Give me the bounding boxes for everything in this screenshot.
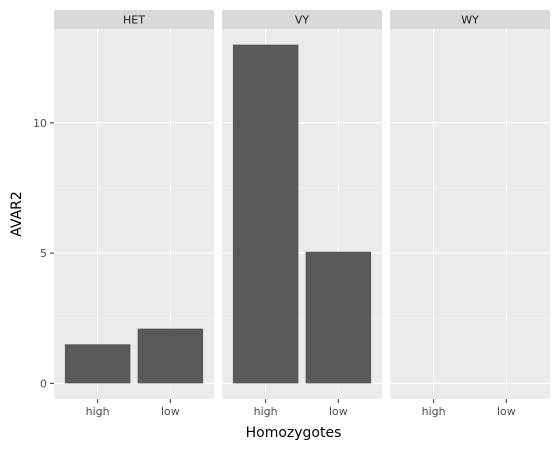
facet-strip-label: VY bbox=[295, 14, 310, 27]
facet-panel-het: HET high low bbox=[54, 10, 214, 418]
bar-het-high bbox=[64, 344, 131, 384]
facet-panel-wy: WY high low bbox=[390, 10, 550, 418]
x-tick-label: high bbox=[254, 405, 278, 418]
panel-background bbox=[390, 29, 550, 399]
bar-het-low bbox=[137, 328, 204, 384]
facet-strip-label: HET bbox=[123, 14, 145, 27]
y-tick-label: 10 bbox=[33, 117, 47, 130]
bar-vy-high bbox=[232, 44, 299, 384]
facet-strip bbox=[54, 10, 214, 29]
facet-strip bbox=[390, 10, 550, 29]
y-tick-label: 0 bbox=[40, 377, 47, 390]
facet-strip bbox=[222, 10, 382, 29]
facet-panels: HET high low VY high low WY high low bbox=[54, 10, 550, 418]
facet-panel-vy: VY high low bbox=[222, 10, 382, 418]
x-tick-label: high bbox=[422, 405, 446, 418]
x-tick-label: high bbox=[86, 405, 110, 418]
x-axis-title: Homozygotes bbox=[246, 425, 342, 441]
y-axis-title: AVAR2 bbox=[9, 191, 25, 237]
y-tick-label: 5 bbox=[40, 247, 47, 260]
bar-vy-low bbox=[305, 251, 372, 384]
y-axis: 0 5 10 bbox=[33, 117, 54, 390]
x-tick-label: low bbox=[497, 405, 516, 418]
x-tick-label: low bbox=[161, 405, 180, 418]
x-tick-label: low bbox=[329, 405, 348, 418]
facet-strip-label: WY bbox=[461, 14, 479, 27]
